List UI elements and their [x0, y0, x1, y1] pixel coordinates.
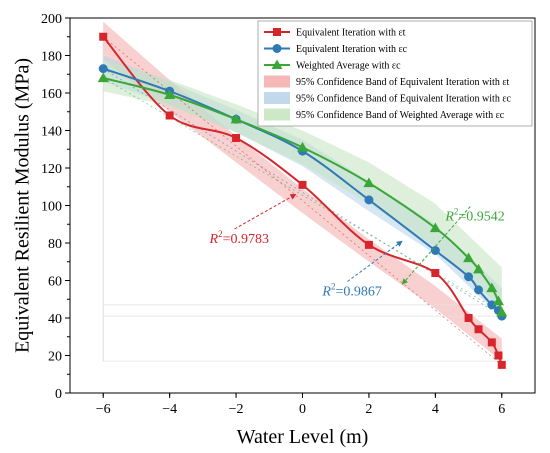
- y-tick-label: 200: [41, 12, 62, 27]
- data-point-s1-8: [474, 325, 483, 334]
- y-tick-label: 60: [48, 275, 62, 290]
- x-tick-label: 6: [498, 402, 505, 417]
- y-tick-label: 80: [48, 237, 62, 252]
- legend-marker-3: [271, 59, 283, 69]
- x-tick-label: 2: [365, 402, 372, 417]
- legend-band-swatch-1: [264, 75, 290, 88]
- data-point-s3-2: [164, 89, 176, 99]
- data-point-s1-11: [497, 360, 506, 369]
- legend-band-entry-1: 95% Confidence Band of Equivalent Iterat…: [296, 77, 510, 88]
- legend-band-entry-3: 95% Confidence Band of Weighted Average …: [296, 110, 505, 121]
- data-point-s3-6: [429, 222, 441, 233]
- data-point-s3-5: [363, 177, 375, 188]
- legend-marker-1: [273, 28, 281, 36]
- legend-box: [257, 20, 533, 127]
- data-point-s3-1: [97, 72, 109, 83]
- annotations: R2=0.9783 R2=0.9542 R2=0.9867: [209, 193, 505, 300]
- x-tick-label: −4: [162, 402, 177, 417]
- legend-entry-2: Equivalent Iteration with εc: [296, 44, 408, 55]
- data-point-s3-8: [473, 263, 485, 274]
- y-tick-label: 0: [55, 387, 62, 402]
- y-tick-label: 40: [48, 312, 62, 327]
- data-point-s2-6: [430, 246, 440, 255]
- data-point-s3-3: [230, 113, 242, 124]
- x-tick-label: 0: [299, 402, 306, 417]
- y-tick-label: 140: [41, 125, 62, 140]
- legend-marker-2: [272, 44, 282, 53]
- data-point-s1-6: [431, 269, 440, 277]
- data-point-s1-10: [494, 351, 503, 360]
- r-squared-label-2: R2=0.9542: [444, 207, 504, 225]
- y-tick-label: 180: [41, 50, 62, 65]
- legend-band-swatch-3: [264, 108, 290, 121]
- data-point-s2-7: [464, 272, 474, 282]
- y-tick-label: 20: [48, 350, 62, 365]
- y-tick-label: 100: [41, 200, 62, 215]
- legend: Equivalent Iteration with εt Equivalent I…: [257, 20, 533, 127]
- legend-entry-3: Weighted Average with εc: [296, 61, 401, 72]
- x-axis-label: Water Level (m): [237, 426, 369, 448]
- y-axis-label: Equivalent Resilient Modulus (MPa): [12, 58, 34, 353]
- data-series: [97, 32, 508, 369]
- annotation-arrow-3: [347, 240, 403, 282]
- data-point-s1-5: [364, 240, 373, 249]
- r-squared-label-3: R2=0.9867: [321, 282, 381, 300]
- data-point-s3-10: [492, 295, 504, 306]
- data-point-s1-2: [165, 111, 174, 120]
- annotation-arrow-1: [234, 193, 297, 230]
- y-tick-label: 120: [41, 162, 62, 177]
- data-point-s2-1: [98, 64, 108, 74]
- x-tick-label: −6: [96, 402, 111, 417]
- data-point-s1-9: [487, 338, 496, 347]
- data-point-s1-1: [99, 32, 108, 41]
- data-point-s3-4: [297, 141, 308, 152]
- data-point-s2-5: [364, 195, 374, 205]
- confidence-band-3: [103, 59, 502, 309]
- data-point-s3-9: [486, 282, 498, 293]
- data-point-s3-7: [463, 252, 475, 263]
- data-point-s2-9: [487, 300, 497, 310]
- data-point-s1-3: [232, 134, 241, 142]
- confidence-band-1: [103, 21, 502, 362]
- r-squared-label-1: R2=0.9783: [209, 229, 269, 247]
- legend-band-entry-2: 95% Confidence Band of Equivalent Iterat…: [296, 94, 512, 105]
- data-point-s3-11: [496, 306, 508, 317]
- x-tick-label: 4: [432, 402, 439, 417]
- data-point-s1-7: [464, 314, 473, 322]
- x-tick-label: −2: [229, 402, 244, 417]
- legend-entry-1: Equivalent Iteration with εt: [296, 28, 406, 39]
- annotation-arrow-2: [401, 206, 471, 285]
- data-point-s1-4: [298, 180, 307, 189]
- data-point-s2-8: [474, 285, 484, 295]
- y-tick-label: 160: [41, 87, 62, 102]
- legend-band-swatch-2: [264, 92, 290, 104]
